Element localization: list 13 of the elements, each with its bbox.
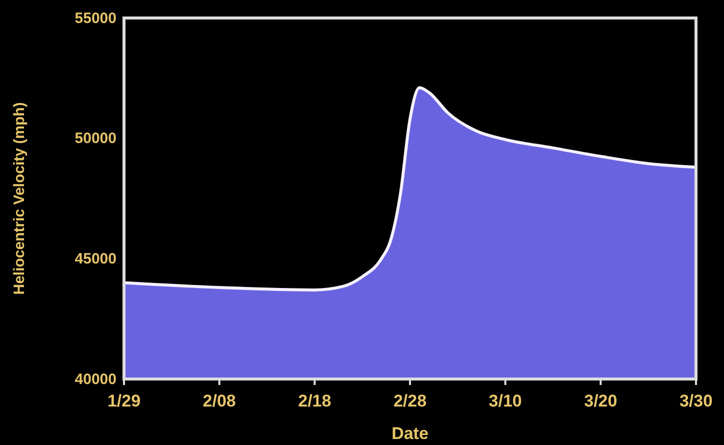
x-axis-title: Date [392, 424, 428, 443]
y-tick-label: 50000 [74, 130, 116, 148]
y-axis-title: Heliocentric Velocity (mph) [11, 102, 28, 295]
x-tick-label: 3/20 [584, 392, 618, 411]
x-tick-label: 2/28 [393, 392, 427, 411]
x-tick-label: 3/10 [488, 392, 522, 411]
y-tick-label: 40000 [74, 370, 116, 388]
x-tick-label: 2/08 [202, 392, 236, 411]
x-tick-label: 1/29 [107, 392, 141, 411]
y-tick-label: 45000 [74, 250, 116, 268]
y-tick-label: 55000 [74, 10, 116, 27]
x-tick-label: 3/30 [679, 392, 713, 411]
x-tick-label: 2/18 [298, 392, 332, 411]
